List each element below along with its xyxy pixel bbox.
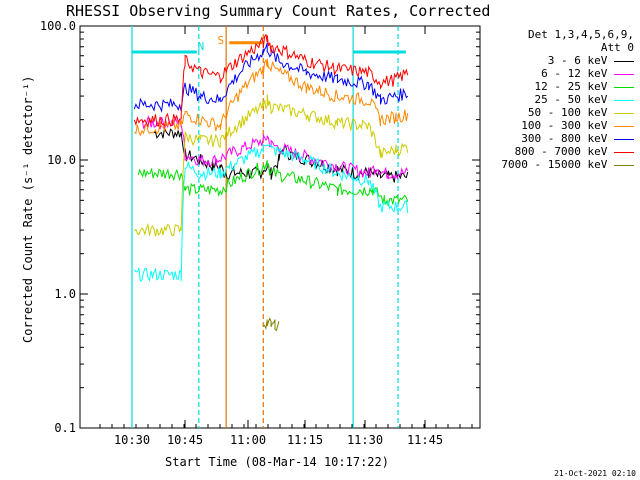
legend-swatch <box>614 60 634 62</box>
legend-entry: 7000 - 15000 keV <box>501 158 634 171</box>
legend-header: Att 0 <box>600 41 634 54</box>
y-tick-label: 1.0 <box>54 287 76 301</box>
legend-swatch <box>614 125 634 127</box>
x-tick-label: 11:15 <box>287 433 323 447</box>
y-tick-label: 100.0 <box>40 19 76 33</box>
x-tick-label: 10:30 <box>114 433 150 447</box>
legend-swatch <box>614 99 634 101</box>
legend-entry: 800 - 7000 keV <box>515 145 634 158</box>
plot-frame <box>79 25 481 429</box>
legend-entry: 6 - 12 keV <box>541 67 634 80</box>
series-line <box>133 33 409 128</box>
legend-header: Det 1,3,4,5,6,9, <box>528 28 634 41</box>
series-line <box>137 160 409 207</box>
x-tick-label: 11:30 <box>347 433 383 447</box>
x-tick-label: 11:00 <box>230 433 266 447</box>
series-line <box>133 143 409 283</box>
x-axis-label: Start Time (08-Mar-14 10:17:22) <box>165 455 389 469</box>
legend-entry: 12 - 25 keV <box>535 80 634 93</box>
legend-entry-label: 3 - 6 keV <box>547 54 614 67</box>
legend-swatch <box>614 86 634 88</box>
series-line <box>141 115 409 180</box>
series-line <box>133 94 409 237</box>
legend-entry-label: 7000 - 15000 keV <box>501 158 614 171</box>
legend-entry: 25 - 50 keV <box>535 93 634 106</box>
legend-entry-label: 12 - 25 keV <box>534 80 614 93</box>
legend-swatch <box>614 112 634 114</box>
legend-entry-label: 100 - 300 keV <box>521 119 614 132</box>
legend-entry: 3 - 6 keV <box>548 54 634 67</box>
generation-timestamp: 21-Oct-2021 02:10 <box>554 469 636 478</box>
legend-entry-label: 25 - 50 keV <box>534 93 614 106</box>
legend-entry: 100 - 300 keV <box>521 119 634 132</box>
y-tick-label: 10.0 <box>47 153 76 167</box>
annotation-label: S <box>218 34 225 47</box>
x-tick-label: 10:45 <box>167 433 203 447</box>
y-axis-label: Corrected Count Rate (s⁻¹ detector⁻¹) <box>21 75 35 343</box>
legend-entry-label: 6 - 12 keV <box>541 67 614 80</box>
legend-entry-label: 800 - 7000 keV <box>514 145 614 158</box>
legend-swatch <box>614 138 634 140</box>
legend-swatch <box>614 73 634 75</box>
x-tick-label: 11:45 <box>407 433 443 447</box>
chart-title: RHESSI Observing Summary Count Rates, Co… <box>66 2 491 20</box>
y-tick-label: 0.1 <box>54 421 76 435</box>
legend-swatch <box>614 151 634 153</box>
legend-entry: 300 - 800 keV <box>521 132 634 145</box>
annotation-label: N <box>198 40 205 53</box>
series-line <box>263 317 280 332</box>
legend-entry-label: 50 - 100 keV <box>527 106 614 119</box>
legend-entry-label: 300 - 800 keV <box>521 132 614 145</box>
series-line <box>134 58 409 137</box>
legend-entry: 50 - 100 keV <box>528 106 634 119</box>
legend-swatch <box>614 164 634 166</box>
